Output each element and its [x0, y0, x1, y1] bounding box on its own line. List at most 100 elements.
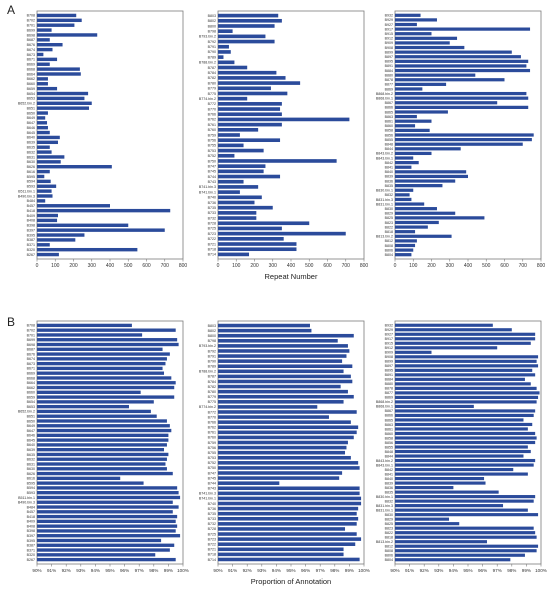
category-label: B741.bin.3 [199, 492, 216, 496]
category-label: B647 [27, 429, 35, 433]
category-label: B842 [385, 468, 393, 472]
category-label: B640 [27, 443, 35, 447]
x-tick-label: 98% [330, 568, 339, 573]
x-tick-label: 800 [360, 263, 369, 269]
bar [218, 169, 264, 174]
bar [395, 454, 524, 458]
category-label: B806 [385, 248, 393, 252]
category-label: B699 [27, 338, 35, 342]
bar [395, 323, 493, 327]
category-label: B869 [385, 87, 393, 91]
bar [395, 239, 417, 243]
category-label: B861 [385, 427, 393, 431]
bar [37, 52, 44, 57]
bar [218, 344, 348, 348]
bar [218, 364, 353, 369]
category-label: B646 [27, 434, 35, 438]
category-label: B932 [385, 14, 393, 18]
category-label: B595 [27, 481, 35, 485]
category-label: B736 [208, 507, 216, 511]
bar [37, 419, 167, 423]
category-label: B626 [27, 472, 35, 476]
bar [218, 339, 338, 343]
category-label: B848 [385, 450, 393, 454]
category-label: B927 [385, 333, 393, 337]
category-label: B909 [385, 41, 393, 45]
bar [395, 531, 536, 535]
bar [37, 101, 92, 105]
category-label: B822 [385, 531, 393, 535]
bar [395, 413, 534, 418]
bar [218, 164, 266, 168]
bar [395, 142, 523, 146]
category-label: B759 [208, 441, 216, 445]
category-label: B752 [208, 461, 216, 465]
bar [218, 65, 248, 70]
category-label: B866 [385, 106, 393, 110]
category-label: B761 [208, 431, 216, 435]
bar [37, 199, 46, 203]
category-label: B813.bin.2 [376, 540, 393, 544]
category-label: B803 [208, 324, 216, 328]
bar [395, 549, 537, 553]
x-tick-label: 100% [358, 568, 370, 573]
category-label: B789 [208, 55, 216, 59]
bar [395, 211, 456, 215]
category-label: B825 [385, 522, 393, 526]
bar [37, 23, 75, 27]
bar [218, 425, 359, 430]
category-label: B782 [208, 76, 216, 80]
bar [218, 374, 351, 379]
bar [37, 338, 178, 342]
bar [218, 24, 275, 28]
bar [395, 119, 432, 123]
category-label: B735 [208, 206, 216, 210]
x-tick-label: 99% [522, 568, 531, 573]
bar [37, 111, 48, 115]
x-tick-label: 91% [47, 568, 56, 573]
category-label: B856 [385, 133, 393, 137]
bar [395, 346, 498, 350]
bar [37, 376, 172, 380]
bar [395, 463, 534, 467]
bar [218, 148, 264, 153]
bar [395, 359, 537, 363]
category-label: B877 [385, 83, 393, 87]
bar [37, 553, 156, 557]
category-label: B829 [385, 517, 393, 521]
category-label: B878 [385, 78, 393, 82]
category-label: B868.bin.1 [376, 96, 393, 100]
bar [37, 223, 129, 227]
category-label: B741.bin.1 [199, 190, 216, 194]
category-label: B908 [385, 355, 393, 359]
bar [218, 333, 354, 338]
x-tick-label: 200 [69, 263, 78, 269]
bar [37, 548, 170, 552]
category-label: B829 [385, 212, 393, 216]
category-label: B825 [385, 216, 393, 220]
category-label: B865 [385, 110, 393, 114]
category-label: B687 [27, 348, 35, 352]
bar [395, 156, 414, 160]
bar [218, 552, 344, 557]
category-label: B762 [208, 118, 216, 122]
bar [218, 237, 284, 241]
bar [37, 524, 178, 528]
bar [395, 486, 454, 490]
category-label: B736 [208, 201, 216, 205]
bar [37, 333, 143, 337]
category-label: B630 [27, 467, 35, 471]
bar [218, 450, 346, 455]
x-tick-label: 100 [232, 263, 241, 269]
bar [395, 540, 487, 544]
bar [395, 495, 536, 499]
x-tick-label: 95% [105, 568, 114, 573]
bar [395, 409, 536, 413]
category-label: B714 [208, 558, 216, 562]
category-label: B831.bin.1 [376, 508, 393, 512]
bar [395, 114, 417, 119]
category-label: B772 [208, 410, 216, 414]
bar [37, 342, 179, 347]
category-label: B594 [27, 180, 35, 184]
category-label: B671 [27, 367, 35, 371]
